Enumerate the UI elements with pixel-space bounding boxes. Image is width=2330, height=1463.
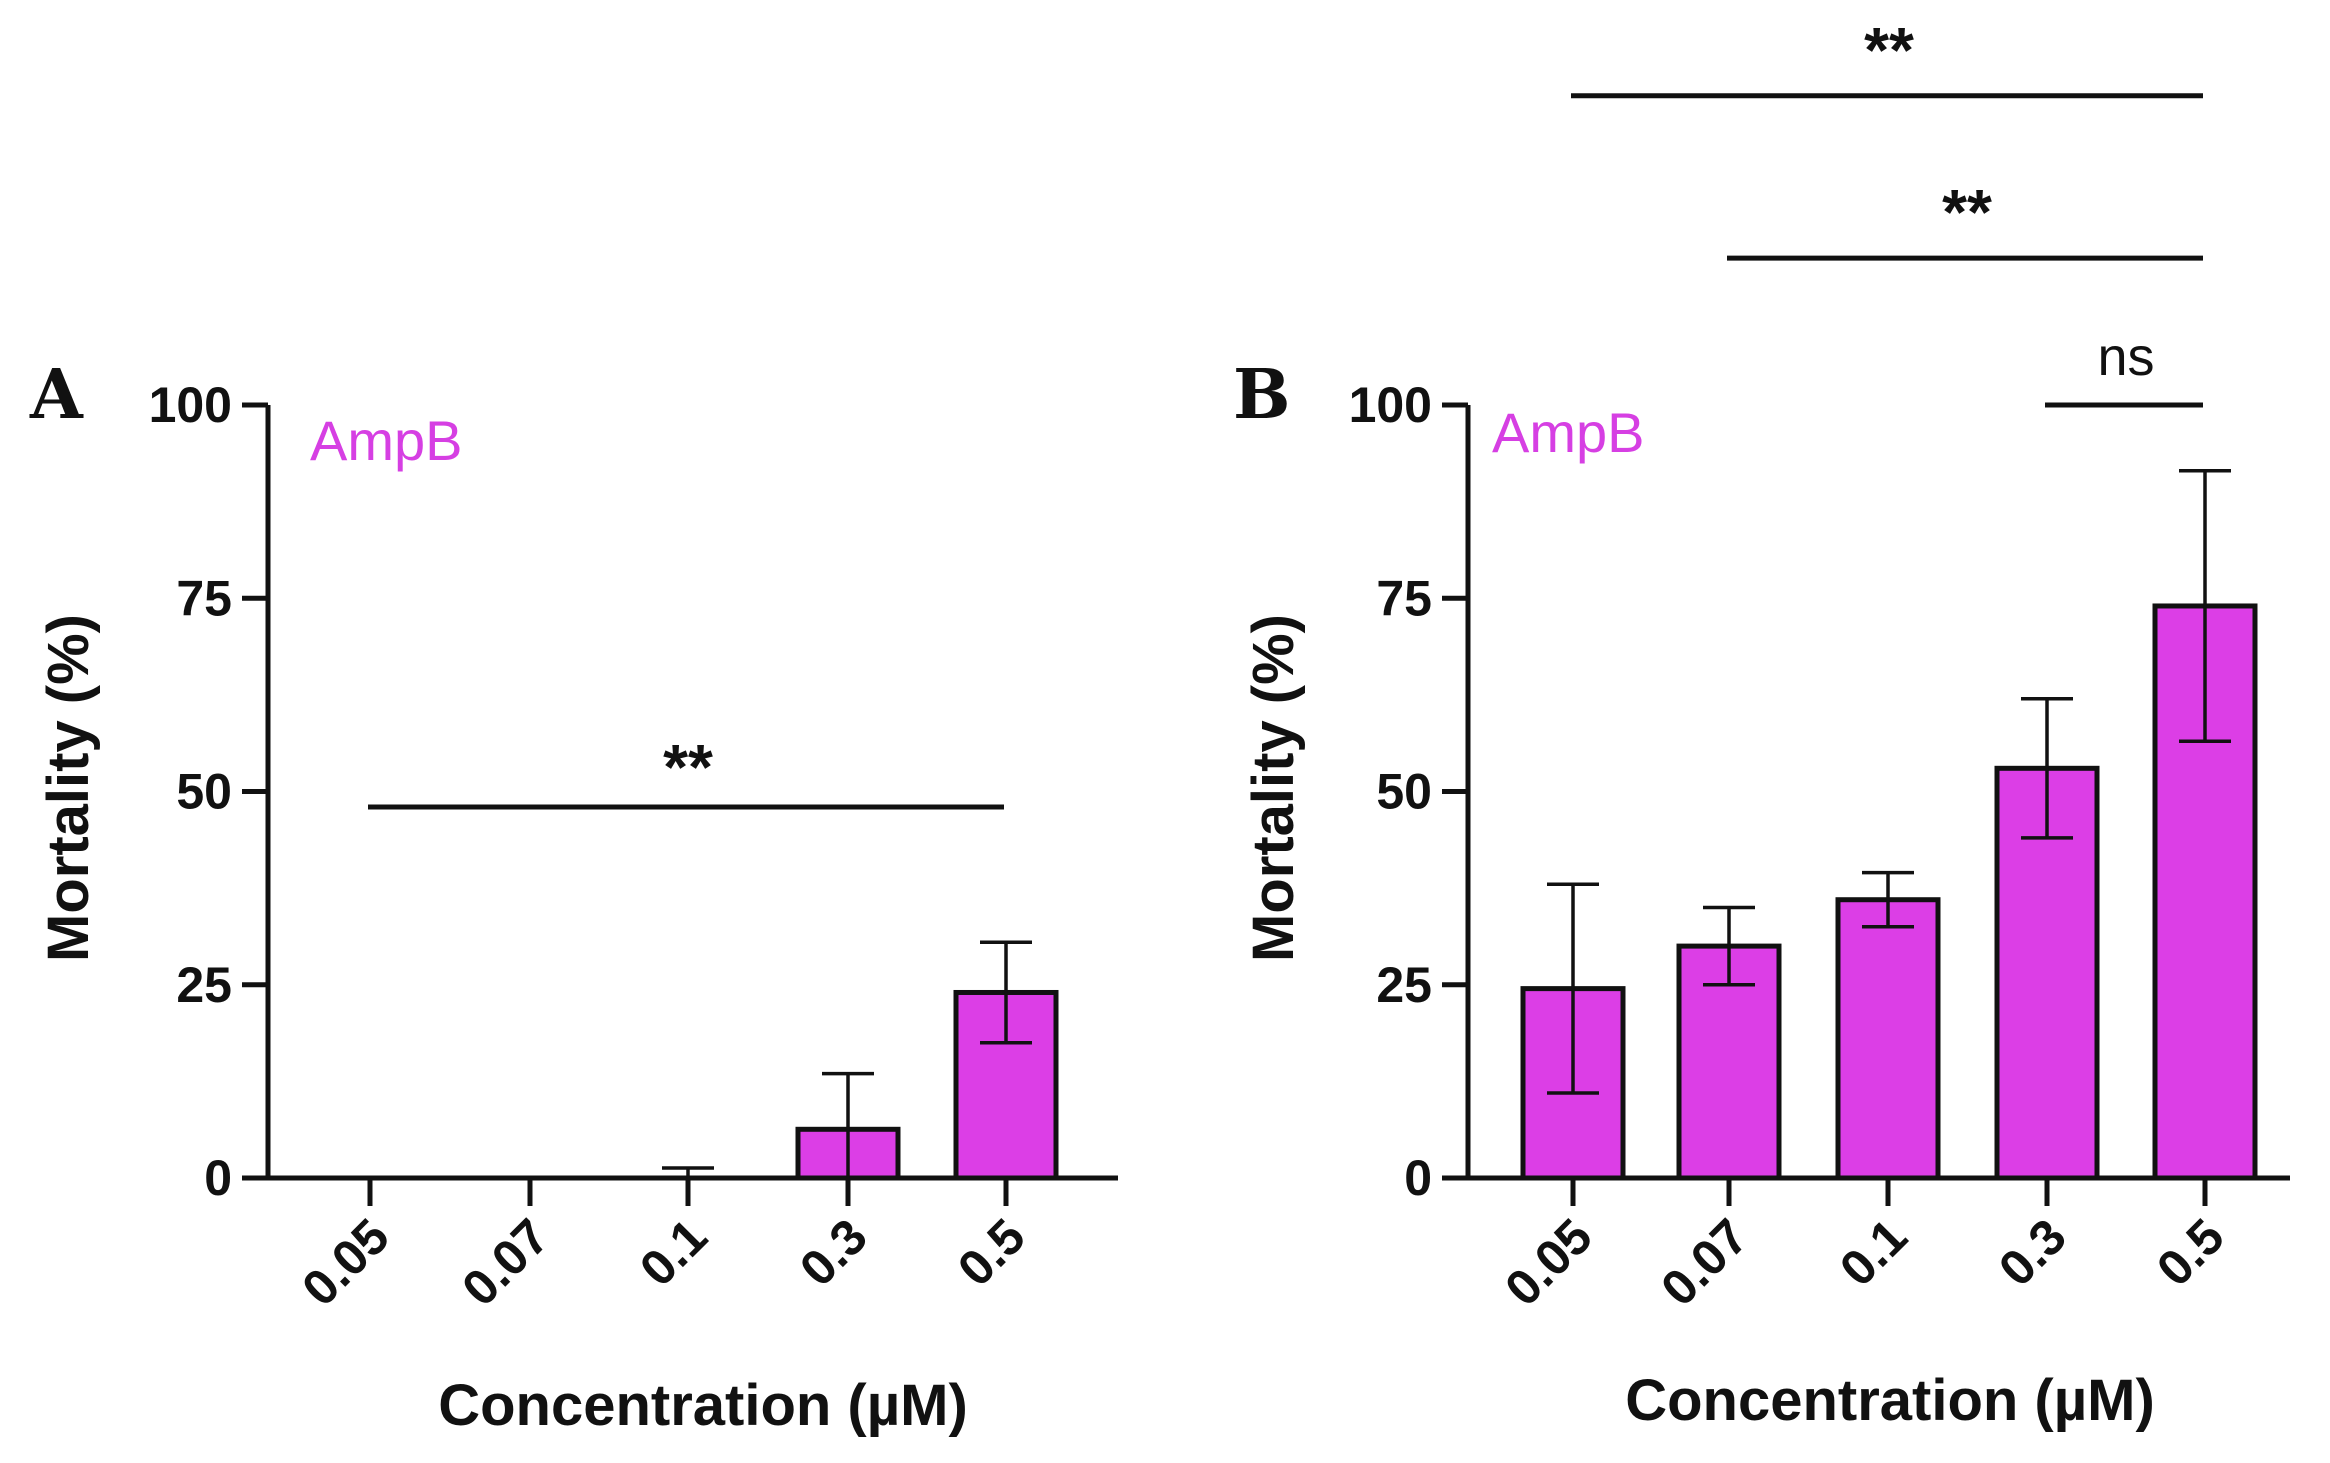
x-tick-label-a-3: 0.3 [789,1208,878,1297]
x-tick-label-a-2: 0.1 [629,1208,718,1297]
y-tick-label-b-0: 0 [1404,1150,1432,1206]
plot-area-a: 0 25 50 75 100 0.05 0.07 0.1 0.3 0.5 ** [149,377,1118,1317]
y-tick-label-b-3: 75 [1376,570,1432,626]
panel-a: A AmpB Concentration (µM) Mortality (%) … [29,355,1118,1438]
panel-letter-a: A [29,355,84,435]
significance-label-b-1: ** [1942,176,1992,248]
y-tick-label-a-2: 50 [176,764,232,820]
series-label-b: AmpB [1492,401,1645,464]
x-tick-label-b-2: 0.1 [1829,1208,1918,1297]
significance-label-b-2: ns [2097,327,2154,387]
y-tick-label-b-4: 100 [1349,377,1432,433]
y-tick-label-b-2: 50 [1376,764,1432,820]
x-tick-label-b-4: 0.5 [2146,1208,2235,1297]
y-tick-label-b-1: 25 [1376,957,1432,1013]
significance-label-a-0: ** [663,731,713,803]
y-axis-title-a: Mortality (%) [36,614,101,962]
y-tick-label-a-0: 0 [204,1150,232,1206]
x-tick-label-b-1: 0.07 [1650,1208,1758,1316]
x-tick-label-b-0: 0.05 [1494,1208,1602,1316]
plot-area-b: 0 25 50 75 100 0.05 0.07 0.1 0.3 0.5 ** ** ns [1349,14,2290,1317]
x-axis-title-b: Concentration (µM) [1625,1368,2155,1433]
bar-b-2 [1835,897,1941,1181]
significance-label-b-0: ** [1864,14,1914,86]
y-tick-label-a-4: 100 [149,377,232,433]
x-tick-label-a-0: 0.05 [291,1208,399,1316]
y-tick-label-a-3: 75 [176,570,232,626]
x-tick-label-b-3: 0.3 [1988,1208,2077,1297]
y-tick-label-a-1: 25 [176,957,232,1013]
x-tick-label-a-4: 0.5 [947,1208,1036,1297]
panel-b: B AmpB Concentration (µM) Mortality (%) … [1233,14,2290,1433]
y-axis-title-b: Mortality (%) [1241,614,1306,962]
panel-letter-b: B [1233,355,1290,435]
x-tick-label-a-1: 0.07 [451,1208,559,1316]
x-axis-title-a: Concentration (µM) [438,1373,968,1438]
series-label-a: AmpB [310,409,463,472]
